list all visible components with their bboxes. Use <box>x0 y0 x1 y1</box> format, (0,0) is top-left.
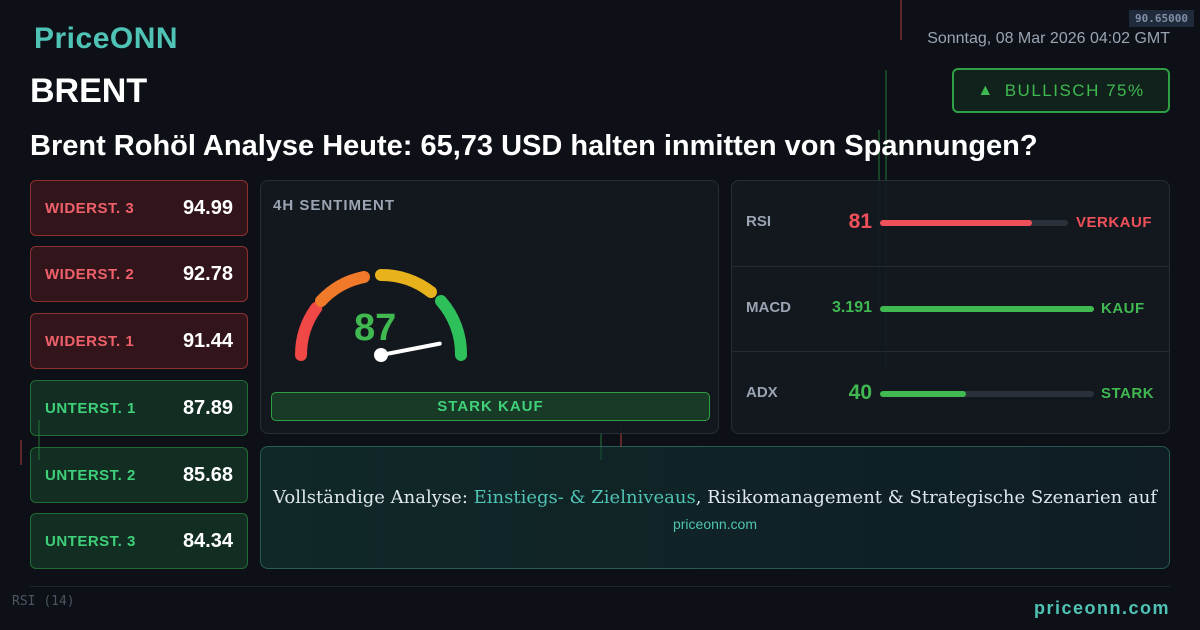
sentiment-title: 4H SENTIMENT <box>273 197 396 214</box>
triangle-up-icon: ▲ <box>977 81 995 99</box>
gauge-needle <box>379 341 442 357</box>
indicator-row-rsi: RSI 81 VERKAUF <box>732 181 1169 266</box>
level-label: WIDERST. 2 <box>45 265 135 283</box>
indicators-card: RSI 81 VERKAUF MACD 3.191 KAUF ADX 40 ST… <box>731 180 1170 434</box>
indicator-bar-fill <box>880 306 1094 312</box>
cta-text: Vollständige Analyse: Einstiegs- & Zieln… <box>273 487 1157 508</box>
timestamp: Sonntag, 08 Mar 2026 04:02 GMT <box>927 30 1170 47</box>
level-value: 84.34 <box>182 529 233 552</box>
level-value: 85.68 <box>182 463 233 486</box>
level-label: UNTERST. 1 <box>45 399 136 417</box>
indicator-row-macd: MACD 3.191 KAUF <box>732 266 1169 351</box>
indicator-bar-fill <box>880 391 966 397</box>
level-support-2: UNTERST. 2 85.68 <box>30 447 248 503</box>
footer-url[interactable]: priceonn.com <box>1033 598 1170 618</box>
level-label: WIDERST. 1 <box>45 332 135 350</box>
sentiment-gauge <box>294 268 468 362</box>
gauge-segment-red <box>294 301 323 361</box>
level-label: WIDERST. 3 <box>45 199 135 217</box>
sentiment-card: 4H SENTIMENT 87 STARK KAUF <box>260 180 719 434</box>
cta-highlight: Einstiegs- & Zielniveaus <box>473 487 696 508</box>
bias-label: BULLISCH 75% <box>1004 80 1145 100</box>
indicator-signal: STARK <box>1101 385 1155 402</box>
indicator-value: 3.191 <box>831 299 872 316</box>
gauge-pivot <box>374 348 388 362</box>
level-support-3: UNTERST. 3 84.34 <box>30 513 248 569</box>
indicator-bar <box>880 391 1094 397</box>
indicator-bar <box>880 306 1094 312</box>
headline: Brent Rohöl Analyse Heute: 65,73 USD hal… <box>30 130 1038 162</box>
instrument-symbol: BRENT <box>30 72 148 110</box>
level-label: UNTERST. 3 <box>45 532 136 550</box>
indicator-signal: VERKAUF <box>1076 214 1153 231</box>
indicator-row-adx: ADX 40 STARK <box>732 351 1169 436</box>
level-label: UNTERST. 2 <box>45 466 136 484</box>
gauge-segment-green <box>435 295 468 361</box>
cta-card[interactable]: Vollständige Analyse: Einstiegs- & Zieln… <box>260 446 1170 569</box>
level-support-1: UNTERST. 1 87.89 <box>30 380 248 436</box>
gauge-segment-yellow <box>375 268 437 298</box>
cta-link[interactable]: priceonn.com <box>672 516 758 532</box>
level-resistance-1: WIDERST. 1 91.44 <box>30 313 248 369</box>
level-resistance-3: WIDERST. 3 94.99 <box>30 180 248 236</box>
gauge-segment-orange <box>315 271 370 307</box>
indicator-name: RSI <box>746 213 772 230</box>
brand-logo: PriceONN <box>34 22 179 55</box>
level-value: 92.78 <box>182 262 233 285</box>
level-value: 94.99 <box>182 196 233 219</box>
background-rsi-label: RSI (14) <box>12 594 75 609</box>
indicator-value: 81 <box>848 210 872 233</box>
sentiment-value: 87 <box>354 307 397 349</box>
indicator-name: ADX <box>746 384 778 401</box>
indicator-signal: KAUF <box>1101 300 1145 317</box>
indicator-bar <box>880 220 1068 226</box>
indicator-value: 40 <box>848 381 872 404</box>
footer-divider <box>30 586 1170 587</box>
bias-badge: ▲ BULLISCH 75% <box>952 68 1170 113</box>
indicator-name: MACD <box>746 299 791 316</box>
indicator-bar-fill <box>880 220 1033 226</box>
level-value: 87.89 <box>182 396 233 419</box>
sentiment-signal-button[interactable]: STARK KAUF <box>271 392 710 421</box>
background-price-tag: 90.65000 <box>1129 10 1194 27</box>
level-value: 91.44 <box>182 329 233 352</box>
level-resistance-2: WIDERST. 2 92.78 <box>30 246 248 302</box>
